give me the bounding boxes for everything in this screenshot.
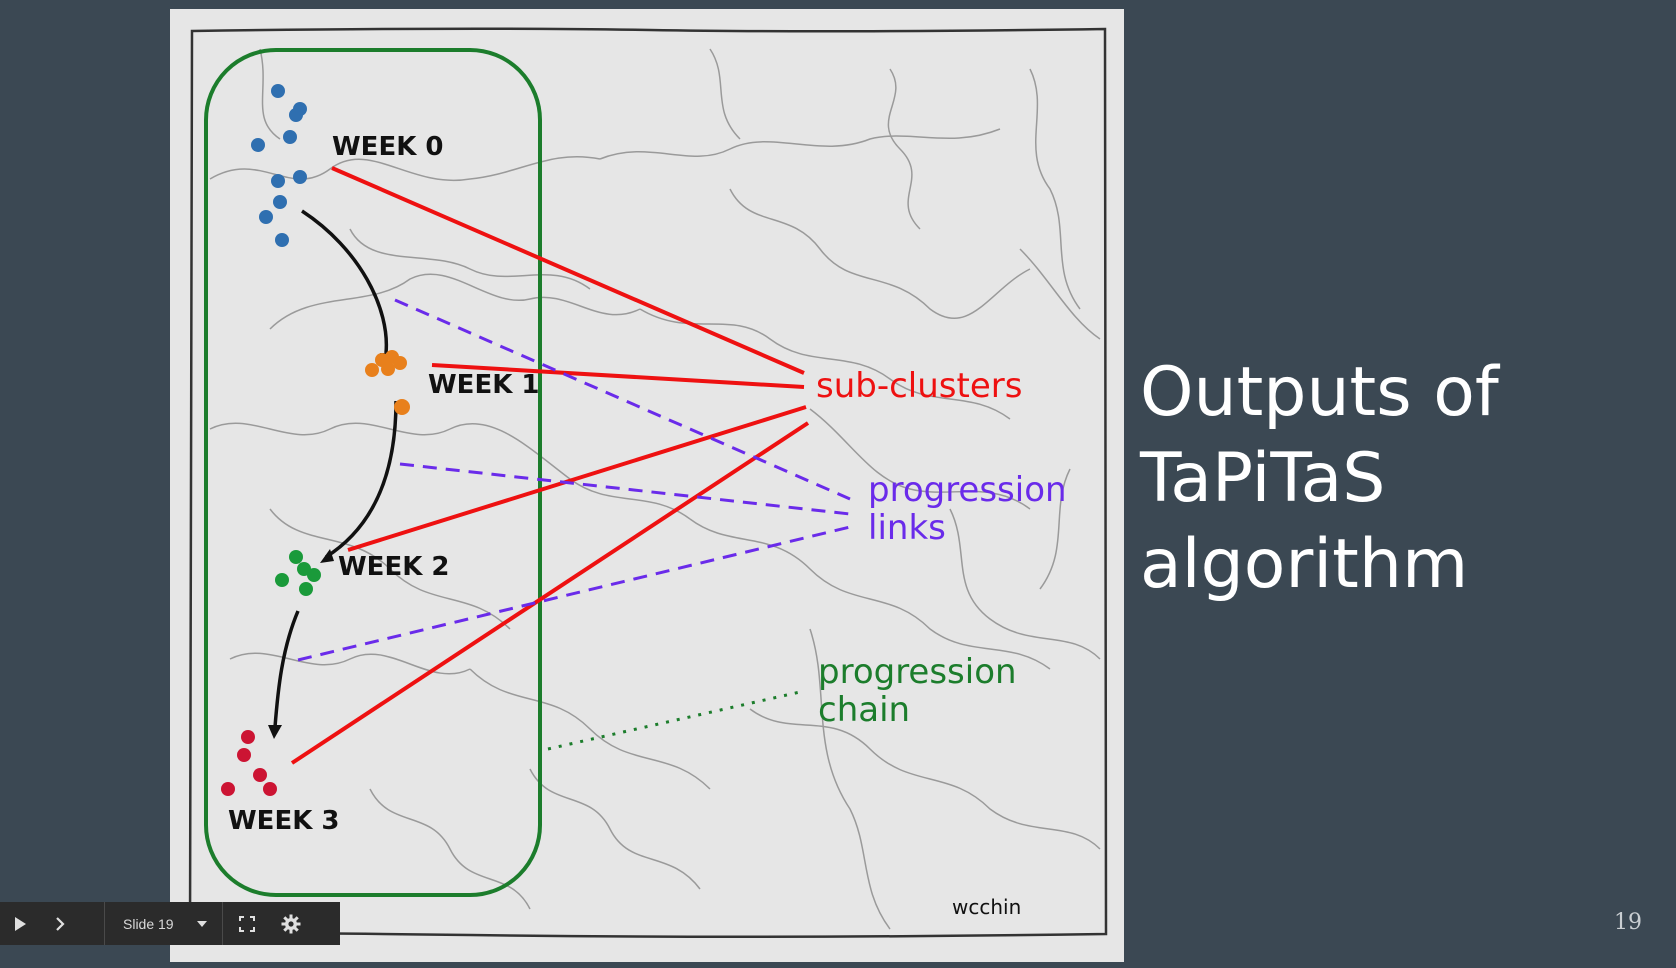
next-slide-button[interactable] [40, 902, 80, 945]
sub-clusters-label: sub-clusters [816, 366, 1022, 406]
progression-arrows [273, 209, 398, 728]
settings-button[interactable] [271, 902, 311, 945]
week-2-points [275, 550, 321, 596]
presentation-toolbar: Slide 19 [0, 902, 340, 945]
gear-icon [281, 914, 301, 933]
figure-frame [187, 27, 1108, 939]
map-illustration: WEEK 0 WEEK 1 WEEK 2 WEEK 3 sub-clusters… [187, 27, 1108, 939]
progression-chain-box [204, 48, 542, 897]
progression-chain-label-line1: progression [818, 652, 1017, 692]
week-3-label: WEEK 3 [228, 806, 340, 836]
slide-selector-label: Slide 19 [123, 915, 174, 932]
play-button[interactable] [0, 902, 40, 945]
caret-down-icon [196, 920, 207, 927]
slide-title-line-1: Outputs of [1140, 353, 1499, 432]
week-0-points [251, 84, 307, 247]
slide-number: 19 [1614, 910, 1642, 935]
progression-links-label-line1: progression [868, 470, 1067, 510]
credit-signature: wcchin [952, 895, 1021, 919]
week-2-label: WEEK 2 [338, 552, 450, 582]
progression-links-label-line2: links [868, 508, 946, 548]
slide-title-line-3: algorithm [1140, 525, 1469, 604]
toolbar-spacer [80, 902, 104, 945]
week-3-points [221, 730, 277, 796]
week-0-label: WEEK 0 [332, 132, 444, 162]
week-1-label: WEEK 1 [428, 370, 540, 400]
chevron-right-icon [56, 916, 65, 931]
sub-cluster-lines [290, 166, 810, 765]
fullscreen-icon [238, 915, 255, 932]
progression-chain-label-line2: chain [818, 690, 910, 730]
play-icon [15, 916, 26, 931]
toolbar-divider [221, 902, 223, 945]
toolbar-divider [104, 902, 105, 945]
slide-figure: WEEK 0 WEEK 1 WEEK 2 WEEK 3 sub-clusters… [170, 9, 1124, 962]
progression-link-lines [297, 298, 851, 662]
slide-title-line-2: TaPiTaS [1140, 439, 1386, 518]
slide-title: Outputs of TaPiTaS algorithm [1140, 350, 1640, 608]
slide-selector-dropdown[interactable]: Slide 19 [105, 902, 222, 945]
week-1-points [365, 350, 410, 415]
fullscreen-button[interactable] [223, 902, 271, 945]
